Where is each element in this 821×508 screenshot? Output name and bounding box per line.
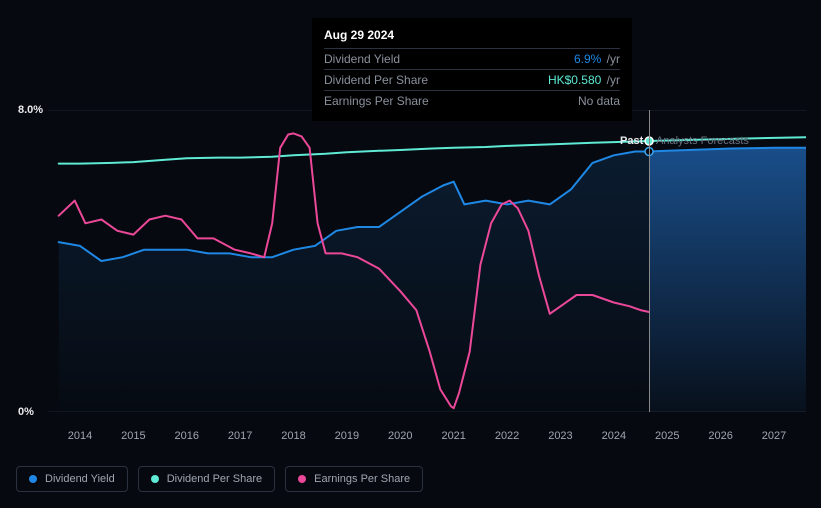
x-axis-label: 2017 xyxy=(228,430,252,442)
y-axis-label: 8.0% xyxy=(18,104,43,116)
legend-swatch xyxy=(298,475,306,483)
tooltip-row-label: Earnings Per Share xyxy=(324,94,429,108)
x-axis-label: 2027 xyxy=(762,430,786,442)
x-axis-label: 2015 xyxy=(121,430,145,442)
y-axis-label: 0% xyxy=(18,406,34,418)
tooltip-row-value: 6.9% xyxy=(574,52,601,66)
chart-plot-area xyxy=(48,110,806,430)
x-axis-label: 2026 xyxy=(708,430,732,442)
legend-swatch xyxy=(29,475,37,483)
legend-label: Earnings Per Share xyxy=(314,473,410,485)
x-axis-label: 2020 xyxy=(388,430,412,442)
cursor-line xyxy=(649,110,650,412)
past-label: Past xyxy=(620,135,643,147)
chart-legend: Dividend Yield Dividend Per Share Earnings… xyxy=(16,466,423,492)
x-axis-label: 2016 xyxy=(175,430,199,442)
x-axis-label: 2014 xyxy=(68,430,92,442)
forecast-label: Analysts Forecasts xyxy=(656,135,749,147)
x-axis-label: 2025 xyxy=(655,430,679,442)
tooltip-date: Aug 29 2024 xyxy=(324,28,620,42)
chart-tooltip: Aug 29 2024 Dividend Yield6.9% /yrDivide… xyxy=(312,18,632,121)
x-axis-label: 2022 xyxy=(495,430,519,442)
tooltip-row: Dividend Yield 6.9% /yr xyxy=(324,48,620,69)
tooltip-row-label: Dividend Per Share xyxy=(324,73,428,87)
x-axis-label: 2023 xyxy=(548,430,572,442)
legend-item[interactable]: Dividend Yield xyxy=(16,466,128,492)
legend-label: Dividend Per Share xyxy=(167,473,262,485)
x-axis-label: 2018 xyxy=(281,430,305,442)
x-axis-label: 2024 xyxy=(602,430,626,442)
legend-swatch xyxy=(151,475,159,483)
tooltip-row-unit: /yr xyxy=(603,52,620,66)
tooltip-row-value: HK$0.580 xyxy=(548,73,601,87)
x-axis-label: 2019 xyxy=(335,430,359,442)
legend-label: Dividend Yield xyxy=(45,473,115,485)
tooltip-row-unit: /yr xyxy=(603,73,620,87)
tooltip-row-value: No data xyxy=(578,94,620,108)
tooltip-row-label: Dividend Yield xyxy=(324,52,400,66)
x-axis-label: 2021 xyxy=(441,430,465,442)
chart-svg xyxy=(48,110,806,412)
legend-item[interactable]: Dividend Per Share xyxy=(138,466,275,492)
tooltip-row: Dividend Per Share HK$0.580 /yr xyxy=(324,69,620,90)
tooltip-row: Earnings Per Share No data xyxy=(324,90,620,111)
legend-item[interactable]: Earnings Per Share xyxy=(285,466,423,492)
